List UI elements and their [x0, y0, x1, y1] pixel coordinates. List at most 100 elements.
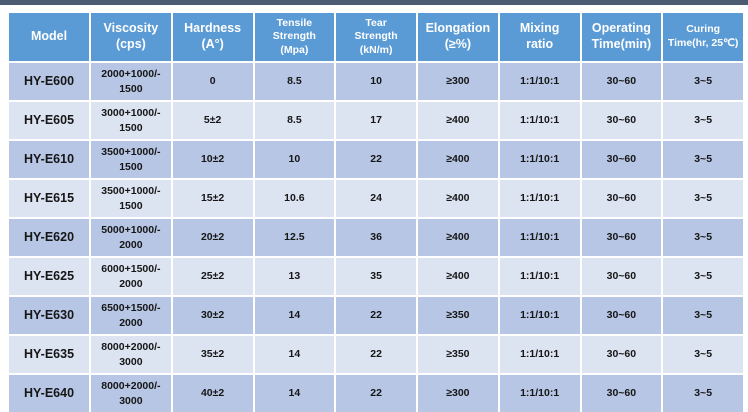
cell-viscosity: 3500+1000/- 1500 [91, 141, 171, 178]
cell-viscosity: 5000+1000/- 2000 [91, 219, 171, 256]
column-header-model: Model [9, 13, 89, 61]
cell-hardness: 40±2 [172, 375, 253, 412]
cell-curing: 3~5 [663, 219, 743, 256]
table-row: HY-E630 6500+1500/- 2000 30±2 14 22 ≥350 1:1/1… [9, 297, 743, 334]
cell-tensile: 8.5 [254, 63, 335, 100]
cell-elongation: ≥400 [418, 102, 498, 139]
cell-viscosity: 6500+1500/- 2000 [91, 297, 171, 334]
cell-viscosity: 3000+1000/- 1500 [91, 102, 171, 139]
table-header: Model Viscosity (cps) Hardness (A°) Tensile… [9, 13, 743, 61]
table-header-row: Model Viscosity (cps) Hardness (A°) Tensile… [9, 13, 743, 61]
cell-mixing: 1:1/10:1 [499, 336, 580, 373]
cell-viscosity: 8000+2000/- 3000 [91, 336, 171, 373]
cell-elongation: ≥350 [418, 297, 498, 334]
product-spec-table: Model Viscosity (cps) Hardness (A°) Tensile… [7, 11, 745, 412]
cell-hardness: 25±2 [172, 258, 253, 295]
table-row: HY-E615 3500+1000/- 1500 15±2 10.6 24 ≥400 1:1… [9, 180, 743, 217]
cell-mixing: 1:1/10:1 [499, 63, 580, 100]
column-header-mixing: Mixing ratio [499, 13, 580, 61]
cell-viscosity: 8000+2000/- 3000 [91, 375, 171, 412]
cell-mixing: 1:1/10:1 [499, 141, 580, 178]
cell-curing: 3~5 [663, 141, 743, 178]
table-row: HY-E625 6000+1500/- 2000 25±2 13 35 ≥400 1:1/1… [9, 258, 743, 295]
cell-viscosity: 6000+1500/- 2000 [91, 258, 171, 295]
cell-hardness: 30±2 [172, 297, 253, 334]
cell-curing: 3~5 [663, 336, 743, 373]
cell-tensile: 12.5 [254, 219, 335, 256]
cell-model: HY-E610 [9, 141, 89, 178]
column-header-curing: Curing Time(hr, 25℃) [663, 13, 743, 61]
cell-tensile: 10.6 [254, 180, 335, 217]
cell-curing: 3~5 [663, 102, 743, 139]
cell-curing: 3~5 [663, 63, 743, 100]
cell-mixing: 1:1/10:1 [499, 180, 580, 217]
cell-model: HY-E630 [9, 297, 89, 334]
cell-mixing: 1:1/10:1 [499, 297, 580, 334]
table-row: HY-E620 5000+1000/- 2000 20±2 12.5 36 ≥400 1:1… [9, 219, 743, 256]
cell-model: HY-E605 [9, 102, 89, 139]
cell-tear: 17 [336, 102, 416, 139]
cell-tear: 10 [336, 63, 416, 100]
table-row: HY-E610 3500+1000/- 1500 10±2 10 22 ≥400 1:1/1… [9, 141, 743, 178]
cell-tensile: 14 [254, 336, 335, 373]
column-header-elongation: Elongation (≥%) [418, 13, 498, 61]
cell-elongation: ≥350 [418, 336, 498, 373]
cell-viscosity: 3500+1000/- 1500 [91, 180, 171, 217]
cell-tear: 22 [336, 336, 416, 373]
cell-elongation: ≥300 [418, 63, 498, 100]
cell-tear: 24 [336, 180, 416, 217]
cell-tear: 35 [336, 258, 416, 295]
cell-elongation: ≥400 [418, 180, 498, 217]
cell-mixing: 1:1/10:1 [499, 219, 580, 256]
cell-elongation: ≥400 [418, 141, 498, 178]
cell-hardness: 20±2 [172, 219, 253, 256]
column-header-operating: Operating Time(min) [581, 13, 662, 61]
cell-tear: 22 [336, 297, 416, 334]
cell-operating: 30~60 [581, 375, 662, 412]
cell-curing: 3~5 [663, 375, 743, 412]
cell-tensile: 8.5 [254, 102, 335, 139]
cell-hardness: 0 [172, 63, 253, 100]
cell-model: HY-E615 [9, 180, 89, 217]
cell-operating: 30~60 [581, 336, 662, 373]
cell-tensile: 13 [254, 258, 335, 295]
cell-operating: 30~60 [581, 297, 662, 334]
cell-hardness: 10±2 [172, 141, 253, 178]
cell-operating: 30~60 [581, 219, 662, 256]
cell-model: HY-E640 [9, 375, 89, 412]
cell-mixing: 1:1/10:1 [499, 102, 580, 139]
cell-hardness: 5±2 [172, 102, 253, 139]
cell-operating: 30~60 [581, 258, 662, 295]
column-header-viscosity: Viscosity (cps) [91, 13, 171, 61]
table-row: HY-E605 3000+1000/- 1500 5±2 8.5 17 ≥400 1:1/1… [9, 102, 743, 139]
table-row: HY-E635 8000+2000/- 3000 35±2 14 22 ≥350 1:1/1… [9, 336, 743, 373]
cell-tear: 36 [336, 219, 416, 256]
cell-operating: 30~60 [581, 180, 662, 217]
table-row: HY-E600 2000+1000/- 1500 0 8.5 10 ≥300 1:1/10:… [9, 63, 743, 100]
cell-hardness: 35±2 [172, 336, 253, 373]
cell-model: HY-E620 [9, 219, 89, 256]
cell-tensile: 14 [254, 375, 335, 412]
cell-elongation: ≥400 [418, 258, 498, 295]
table-body: HY-E600 2000+1000/- 1500 0 8.5 10 ≥300 1:1/10:… [9, 63, 743, 412]
cell-operating: 30~60 [581, 63, 662, 100]
cell-curing: 3~5 [663, 258, 743, 295]
cell-mixing: 1:1/10:1 [499, 375, 580, 412]
cell-tear: 22 [336, 375, 416, 412]
cell-curing: 3~5 [663, 297, 743, 334]
cell-model: HY-E635 [9, 336, 89, 373]
cell-tensile: 14 [254, 297, 335, 334]
cell-model: HY-E625 [9, 258, 89, 295]
cell-elongation: ≥300 [418, 375, 498, 412]
column-header-tear: Tear Strength (kN/m) [336, 13, 416, 61]
cell-hardness: 15±2 [172, 180, 253, 217]
top-accent-bar [0, 0, 748, 5]
cell-operating: 30~60 [581, 102, 662, 139]
column-header-hardness: Hardness (A°) [172, 13, 253, 61]
cell-tensile: 10 [254, 141, 335, 178]
table-row: HY-E640 8000+2000/- 3000 40±2 14 22 ≥300 1:1/1… [9, 375, 743, 412]
cell-model: HY-E600 [9, 63, 89, 100]
cell-tear: 22 [336, 141, 416, 178]
cell-curing: 3~5 [663, 180, 743, 217]
cell-operating: 30~60 [581, 141, 662, 178]
